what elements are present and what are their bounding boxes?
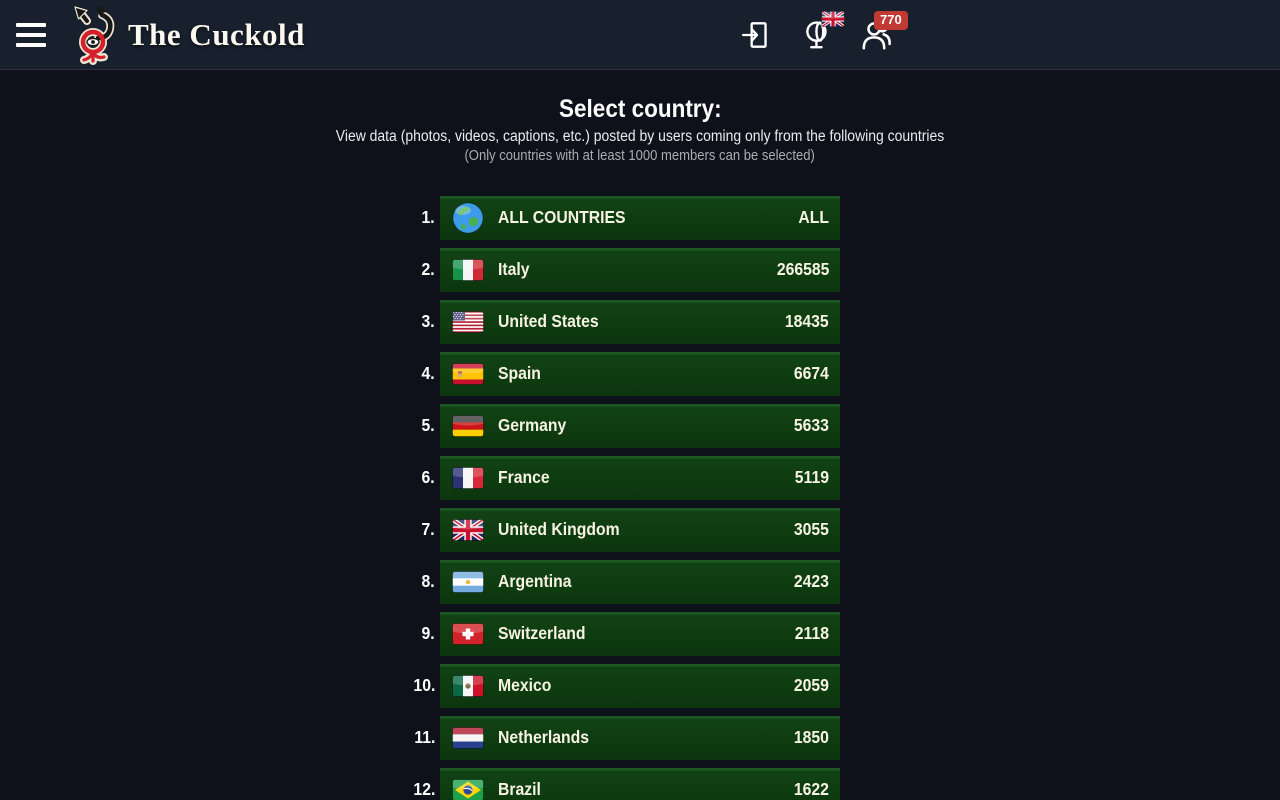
country-item[interactable]: United States 18435 — [440, 299, 840, 344]
country-name: Netherlands — [498, 727, 590, 747]
country-count: 266585 — [776, 259, 829, 279]
country-name: France — [498, 467, 550, 487]
country-rank: 10. — [413, 675, 435, 695]
country-rank: 11. — [413, 727, 435, 747]
main-content: Select country: View data (photos, video… — [0, 95, 1280, 800]
members-button[interactable]: 770 — [855, 0, 908, 70]
country-item[interactable]: Brazil 1622 — [440, 767, 840, 800]
country-item[interactable]: United Kingdom 3055 — [440, 507, 840, 552]
header-icons: 770 — [735, 0, 908, 70]
flag-uk-icon — [452, 518, 484, 541]
country-row: 2. Italy 266585 — [422, 247, 840, 292]
uk-flag-icon — [821, 11, 845, 27]
flag-argentina-icon — [452, 570, 484, 593]
country-name: Brazil — [498, 779, 541, 799]
country-row: 3. United States 18435 — [422, 299, 840, 344]
page-subtitle: View data (photos, videos, captions, etc… — [335, 127, 945, 145]
country-rank: 8. — [421, 571, 435, 591]
page-title: Select country: — [558, 95, 722, 123]
site-logo-icon[interactable] — [72, 3, 118, 67]
country-list: 1. ALL COUNTRIES ALL 2. Italy 266585 3. Unit… — [0, 195, 1280, 800]
country-rank: 3. — [421, 311, 435, 331]
country-row: 4. Spain 6674 — [422, 351, 840, 396]
site-title[interactable]: The Cuckold — [128, 16, 305, 52]
country-item[interactable]: Argentina 2423 — [440, 559, 840, 604]
country-count: 2118 — [794, 623, 829, 643]
country-count: 5633 — [793, 415, 829, 435]
page-note: (Only countries with at least 1000 membe… — [464, 147, 816, 164]
country-count: ALL — [798, 207, 829, 227]
flag-globe-icon — [452, 202, 484, 234]
country-item[interactable]: France 5119 — [440, 455, 840, 500]
country-count: 3055 — [793, 519, 829, 539]
flag-mexico-icon — [452, 674, 484, 697]
country-name: Italy — [498, 259, 530, 279]
flag-brazil-icon — [452, 778, 484, 800]
flag-italy-icon — [452, 258, 484, 281]
country-item[interactable]: Germany 5633 — [440, 403, 840, 448]
login-icon — [741, 22, 767, 48]
country-item[interactable]: Mexico 2059 — [440, 663, 840, 708]
flag-france-icon — [452, 466, 484, 489]
hamburger-menu-icon[interactable] — [16, 17, 46, 53]
flag-us-icon — [452, 310, 484, 333]
country-row: 1. ALL COUNTRIES ALL — [422, 195, 840, 240]
country-count: 2059 — [793, 675, 829, 695]
country-rank: 12. — [413, 779, 435, 799]
country-count: 5119 — [794, 467, 829, 487]
flag-switzerland-icon — [452, 622, 484, 645]
country-row: 10. Mexico 2059 — [413, 663, 840, 708]
country-name: United Kingdom — [498, 519, 620, 539]
country-name: Mexico — [498, 675, 552, 695]
country-rank: 2. — [421, 259, 435, 279]
country-count: 1850 — [793, 727, 829, 747]
country-row: 9. Switzerland 2118 — [422, 611, 840, 656]
language-button[interactable] — [795, 0, 845, 70]
country-item[interactable]: Switzerland 2118 — [440, 611, 840, 656]
country-count: 2423 — [793, 571, 829, 591]
country-item[interactable]: Netherlands 1850 — [440, 715, 840, 760]
country-name: ALL COUNTRIES — [498, 207, 626, 227]
country-rank: 7. — [421, 519, 435, 539]
flag-netherlands-icon — [452, 726, 484, 749]
country-row: 11. Netherlands 1850 — [414, 715, 840, 760]
country-rank: 9. — [421, 623, 435, 643]
country-rank: 5. — [421, 415, 435, 435]
country-rank: 6. — [421, 467, 435, 487]
country-rank: 1. — [421, 207, 435, 227]
country-name: United States — [498, 311, 599, 331]
country-name: Spain — [498, 363, 541, 383]
country-row: 12. Brazil 1622 — [413, 767, 840, 800]
country-rank: 4. — [421, 363, 435, 383]
country-name: Argentina — [498, 571, 572, 591]
country-count: 18435 — [785, 311, 829, 331]
country-row: 6. France 5119 — [422, 455, 840, 500]
members-count-badge: 770 — [874, 11, 908, 30]
flag-germany-icon — [452, 414, 484, 437]
country-count: 1622 — [793, 779, 829, 799]
flag-spain-icon — [452, 362, 484, 385]
country-count: 6674 — [793, 363, 829, 383]
country-name: Switzerland — [498, 623, 586, 643]
country-item[interactable]: Spain 6674 — [440, 351, 840, 396]
country-name: Germany — [498, 415, 567, 435]
login-button[interactable] — [735, 0, 779, 70]
country-item[interactable]: ALL COUNTRIES ALL — [440, 195, 840, 240]
header: The Cuckold — [0, 0, 1280, 70]
country-row: 7. United Kingdom 3055 — [422, 507, 840, 552]
country-row: 8. Argentina 2423 — [422, 559, 840, 604]
country-item[interactable]: Italy 266585 — [440, 247, 840, 292]
country-row: 5. Germany 5633 — [422, 403, 840, 448]
